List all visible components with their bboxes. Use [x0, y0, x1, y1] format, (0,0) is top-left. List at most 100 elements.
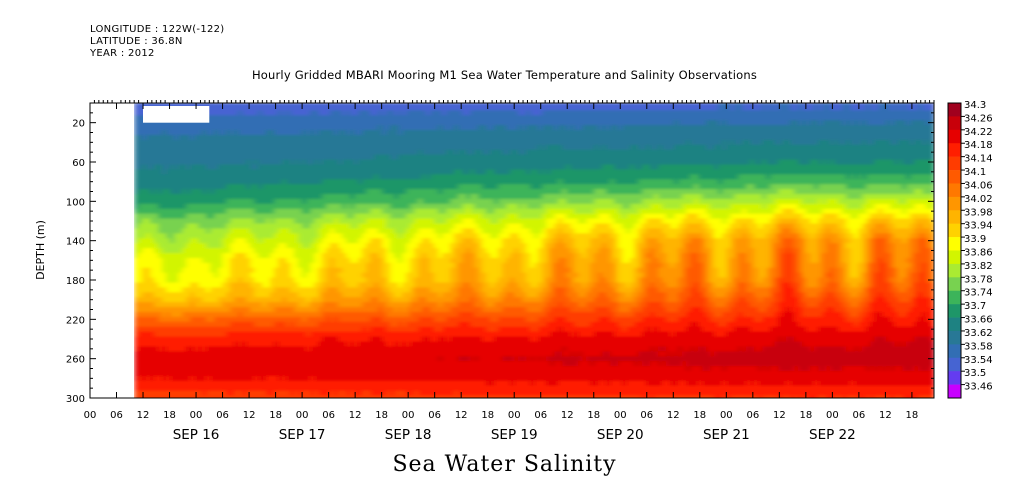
salinity-cell [346, 135, 351, 141]
salinity-cell [238, 321, 243, 328]
salinity-cell [286, 208, 291, 215]
salinity-cell [350, 179, 355, 185]
salinity-cell [278, 139, 283, 146]
salinity-cell [374, 316, 379, 323]
salinity-cell [166, 144, 171, 151]
salinity-cell [414, 253, 419, 259]
salinity-cell [398, 149, 403, 156]
salinity-cell [334, 125, 339, 131]
salinity-cell [182, 130, 187, 136]
salinity-cell [402, 346, 407, 352]
salinity-cell [154, 351, 159, 357]
salinity-cell [238, 174, 243, 180]
salinity-cell [270, 331, 275, 338]
salinity-cell [206, 351, 211, 357]
salinity-cell [434, 292, 439, 298]
salinity-cell [162, 312, 167, 318]
salinity-cell [174, 302, 179, 308]
salinity-cell [218, 203, 223, 210]
salinity-cell [170, 164, 175, 170]
salinity-cell [146, 248, 151, 254]
salinity-cell [438, 272, 443, 279]
salinity-cell [422, 341, 427, 347]
salinity-cell [402, 159, 407, 165]
salinity-cell [166, 125, 171, 131]
salinity-cell [282, 218, 287, 224]
salinity-cell [390, 366, 395, 372]
salinity-cell [234, 346, 239, 352]
salinity-cell [186, 125, 191, 131]
salinity-cell [342, 366, 347, 372]
salinity-cell [230, 159, 235, 165]
salinity-cell [318, 179, 323, 185]
salinity-cell [262, 174, 267, 180]
salinity-cell [362, 297, 367, 303]
salinity-cell [450, 149, 455, 156]
salinity-cell [258, 135, 263, 141]
salinity-cell [242, 277, 247, 283]
salinity-cell [362, 371, 367, 377]
salinity-cell [278, 297, 283, 303]
salinity-cell [366, 257, 371, 264]
salinity-cell [422, 302, 427, 308]
salinity-cell [266, 287, 271, 293]
salinity-cell [194, 189, 199, 195]
salinity-cell [170, 144, 175, 151]
salinity-cell [158, 292, 163, 298]
salinity-cell [294, 346, 299, 352]
salinity-cell [310, 312, 315, 318]
salinity-cell [462, 184, 467, 190]
salinity-cell [434, 164, 439, 170]
salinity-cell [154, 316, 159, 323]
salinity-cell [190, 346, 195, 352]
salinity-cell [454, 257, 459, 264]
salinity-cell [266, 371, 271, 377]
salinity-cell [370, 149, 375, 156]
salinity-cell [350, 277, 355, 283]
salinity-cell [282, 287, 287, 293]
salinity-cell [138, 267, 143, 274]
salinity-cell [302, 218, 307, 224]
salinity-cell [146, 292, 151, 298]
salinity-cell [170, 366, 175, 372]
salinity-cell [254, 262, 259, 269]
salinity-cell [338, 395, 343, 398]
salinity-cell [154, 312, 159, 318]
salinity-cell [174, 361, 179, 367]
salinity-cell [202, 198, 207, 205]
salinity-cell [234, 130, 239, 136]
salinity-cell [274, 287, 279, 293]
salinity-cell [378, 351, 383, 357]
salinity-cell [166, 282, 171, 288]
salinity-cell [422, 253, 427, 259]
salinity-cell [410, 203, 415, 210]
salinity-cell [358, 297, 363, 303]
salinity-cell [138, 144, 143, 151]
salinity-cell [254, 361, 259, 367]
salinity-cell [458, 194, 463, 200]
salinity-cell [454, 307, 459, 313]
salinity-cell [454, 110, 459, 116]
salinity-cell [430, 135, 435, 141]
salinity-cell [430, 361, 435, 367]
salinity-cell [358, 115, 363, 121]
salinity-cell [462, 312, 467, 318]
salinity-cell [450, 307, 455, 313]
salinity-cell [282, 346, 287, 352]
salinity-cell [402, 257, 407, 264]
salinity-cell [246, 120, 251, 126]
salinity-cell [334, 326, 339, 333]
salinity-cell [362, 366, 367, 372]
salinity-cell [354, 233, 359, 239]
salinity-cell [254, 375, 259, 382]
salinity-cell [362, 233, 367, 239]
salinity-cell [226, 307, 231, 313]
salinity-cell [162, 282, 167, 288]
salinity-cell [422, 257, 427, 264]
salinity-cell [194, 154, 199, 161]
salinity-cell [462, 385, 467, 392]
salinity-cell [226, 248, 231, 254]
salinity-cell [222, 316, 227, 323]
salinity-cell [318, 366, 323, 372]
salinity-cell [378, 208, 383, 215]
